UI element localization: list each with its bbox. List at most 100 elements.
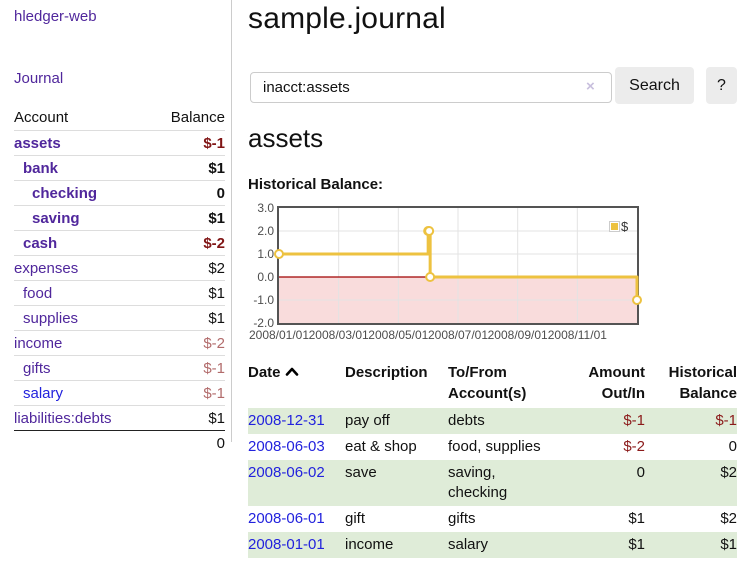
account-row: bank $1	[14, 155, 225, 180]
y-axis-tick-label: 2.0	[257, 224, 274, 238]
account-balance: $-2	[203, 234, 225, 252]
account-row: gifts $-1	[14, 355, 225, 380]
transaction-date-link[interactable]: 2008-06-03	[248, 438, 325, 455]
transaction-description: eat & shop	[345, 438, 417, 455]
historical-balance-chart: 3.0 2.0 1.0 0.0 -1.0 -2.0 $ 2008/01/01 2008/03…	[248, 201, 708, 345]
account-link[interactable]: saving	[32, 209, 80, 227]
account-row: assets $-1	[14, 130, 225, 155]
account-balance: $-1	[203, 134, 225, 152]
transaction-amount: $-2	[623, 438, 645, 455]
account-row: expenses $2	[14, 255, 225, 280]
account-balance: $1	[208, 409, 225, 427]
account-balance: $-1	[203, 384, 225, 402]
account-balance: $1	[208, 159, 225, 177]
chart-legend: $	[609, 219, 628, 234]
register-header-historical: Historical Balance	[668, 364, 737, 402]
transaction-balance: $2	[720, 510, 737, 527]
transaction-description: pay off	[345, 412, 390, 429]
account-link[interactable]: income	[14, 334, 63, 352]
transaction-amount: $1	[628, 510, 645, 527]
account-link[interactable]: bank	[23, 159, 59, 177]
y-axis-tick-label: -1.0	[253, 293, 274, 307]
accounts-tree: Account Balance assets $-1 bank $1 checking 0…	[14, 104, 225, 455]
sidebar-item-journal[interactable]: Journal	[14, 70, 64, 87]
table-row: 2008-01-01 income salary $1 $1	[248, 532, 737, 558]
account-balance: $1	[208, 309, 225, 327]
transaction-accounts: saving, checking	[448, 464, 508, 501]
transaction-accounts: debts	[448, 412, 485, 429]
transaction-balance: $2	[720, 464, 737, 481]
transaction-balance: $-1	[715, 412, 737, 429]
x-axis-tick-label: 2008/03/01	[308, 328, 369, 342]
accounts-total-row: 0	[14, 430, 225, 455]
account-balance: $2	[208, 259, 225, 277]
x-axis-tick-label: 2008/07/01	[427, 328, 489, 342]
account-row: checking 0	[14, 180, 225, 205]
register-header-date[interactable]: Date	[248, 362, 345, 408]
search-button[interactable]: Search	[615, 67, 694, 104]
x-axis-tick-label: 2008/11/01	[547, 328, 607, 342]
chart-plot-area: $	[274, 206, 642, 325]
account-row: income $-2	[14, 330, 225, 355]
sort-chevron-up-icon[interactable]	[285, 366, 299, 377]
transaction-accounts: salary	[448, 536, 489, 553]
account-balance: 0	[216, 184, 225, 202]
transaction-date-link[interactable]: 2008-06-01	[248, 510, 325, 527]
accounts-header-account: Account	[14, 108, 69, 126]
y-axis-tick-label: 0.0	[257, 270, 274, 284]
account-link[interactable]: supplies	[23, 309, 79, 327]
legend-swatch-icon	[609, 221, 620, 232]
table-row: 2008-06-01 gift gifts $1 $2	[248, 506, 737, 532]
register-header-amount: Amount Out/In	[588, 364, 645, 402]
transaction-description: income	[345, 536, 394, 553]
transaction-accounts: gifts	[448, 510, 476, 527]
account-link[interactable]: expenses	[14, 259, 79, 277]
account-row: food $1	[14, 280, 225, 305]
transaction-balance: $1	[720, 536, 737, 553]
table-row: 2008-06-02 save saving, checking 0 $2	[248, 460, 737, 506]
table-row: 2008-12-31 pay off debts $-1 $-1	[248, 408, 737, 434]
accounts-tree-header: Account Balance	[14, 104, 225, 130]
y-axis-tick-label: 1.0	[257, 247, 274, 261]
transaction-description: gift	[345, 510, 366, 527]
transaction-date-link[interactable]: 2008-12-31	[248, 412, 325, 429]
account-link[interactable]: cash	[23, 234, 58, 252]
sidebar: hledger-web Journal Account Balance asse…	[0, 0, 232, 452]
transaction-amount: $-1	[623, 412, 645, 429]
transaction-date-link[interactable]: 2008-06-02	[248, 464, 325, 481]
account-balance: $1	[208, 284, 225, 302]
account-heading: assets	[248, 123, 324, 153]
chart-heading: Historical Balance:	[248, 176, 384, 193]
account-balance: $-1	[203, 359, 225, 377]
register-table: Date Description To/From Account(s) Amount Ou…	[248, 362, 737, 558]
search-input[interactable]	[250, 72, 612, 103]
account-link[interactable]: food	[23, 284, 53, 302]
y-axis-tick-label: -2.0	[253, 316, 274, 330]
accounts-header-balance: Balance	[170, 108, 225, 126]
account-link[interactable]: gifts	[23, 359, 51, 377]
legend-label: $	[621, 219, 629, 234]
account-link[interactable]: checking	[32, 184, 98, 202]
x-axis-tick-label: 2008/09/01	[487, 328, 548, 342]
account-row: salary $-1	[14, 380, 225, 405]
transaction-balance: 0	[728, 438, 737, 455]
transaction-amount: $1	[628, 536, 645, 553]
app-brand-link[interactable]: hledger-web	[14, 8, 97, 25]
clear-search-icon[interactable]: ×	[586, 78, 595, 95]
account-row: saving $1	[14, 205, 225, 230]
transaction-description: save	[345, 464, 377, 481]
account-link[interactable]: assets	[14, 134, 61, 152]
table-row: 2008-06-03 eat & shop food, supplies $-2 0	[248, 434, 737, 460]
x-axis-tick-label: 2008/01/01	[248, 328, 310, 342]
account-link[interactable]: salary	[23, 384, 64, 402]
register-header-tofrom: To/From Account(s)	[448, 364, 527, 402]
help-button[interactable]: ?	[706, 67, 737, 104]
y-axis-tick-label: 3.0	[257, 201, 274, 215]
account-row: cash $-2	[14, 230, 225, 255]
accounts-total-value: 0	[216, 434, 225, 452]
chart-canvas	[274, 208, 642, 323]
account-balance: $-2	[203, 334, 225, 352]
transaction-amount: 0	[636, 464, 645, 481]
account-link[interactable]: liabilities:debts	[14, 409, 112, 427]
transaction-date-link[interactable]: 2008-01-01	[248, 536, 325, 553]
